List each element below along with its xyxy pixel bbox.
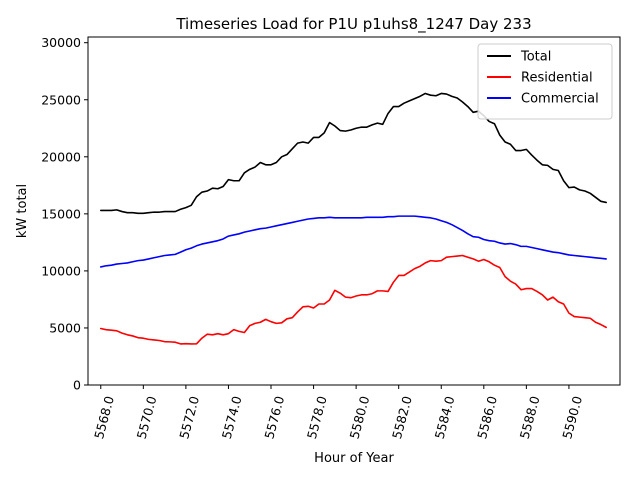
y-axis: 0 5000 10000 15000 20000 25000 30000: [41, 35, 88, 393]
series-line-residential: [99, 254, 607, 345]
series-line-total: [99, 92, 607, 215]
legend: Total Residential Commercial: [477, 43, 613, 120]
legend-box: [477, 43, 613, 120]
y-tick-label: 30000: [41, 35, 81, 50]
y-tick-label: 5000: [49, 320, 81, 335]
y-tick-label: 10000: [41, 263, 81, 278]
x-axis-label: Hour of Year: [314, 451, 394, 466]
y-tick-label: 0: [73, 378, 81, 393]
plot-frame: [87, 36, 621, 386]
series-lines: [99, 92, 607, 345]
legend-label-commercial: Commercial: [521, 92, 599, 107]
y-tick-label: 15000: [41, 206, 81, 221]
chart-title: Timeseries Load for P1U p1uhs8_1247 Day …: [175, 15, 531, 34]
legend-label-residential: Residential: [521, 71, 593, 86]
y-tick-label: 25000: [41, 92, 81, 107]
y-axis-label: kW total: [15, 184, 30, 238]
y-tick-label: 20000: [41, 149, 81, 164]
series-line-commercial: [99, 215, 607, 268]
legend-label-total: Total: [520, 50, 551, 65]
